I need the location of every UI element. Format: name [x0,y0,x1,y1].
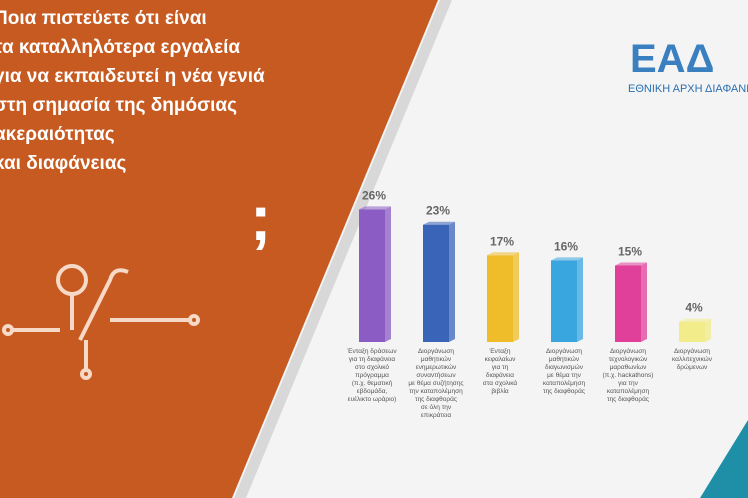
value-label: 26% [362,188,386,202]
bar [615,265,641,342]
value-label: 17% [490,234,514,248]
category-label: Διοργάνωση τεχνολογικών μαραθωνίων (π.χ.… [602,348,654,403]
bar-side [449,221,455,342]
bar [487,255,513,342]
bar-top [679,318,711,322]
question-line: στη σημασία της δημόσιας [0,95,237,116]
question-line: ακεραιότητας [0,124,115,145]
category-label: Ένταξη κεφαλαίων για τη διαφάνεια στα σχ… [482,348,518,395]
bar-side [641,262,647,342]
question-line: τα καταλληλότερα εργαλεία [0,37,241,58]
bar-side [513,252,519,342]
bar [679,321,705,342]
value-label: 16% [554,239,578,253]
bar-top [551,257,583,261]
bar-side [705,318,711,342]
value-label: 23% [426,204,450,218]
value-label: 15% [618,245,642,259]
category-label: Διοργάνωση καλλιτεχνικών δρώμενων [672,348,712,371]
question-mark: ; [250,182,271,254]
bar [359,209,385,342]
organization: ΕΘΝΙΚΗ ΑΡΧΗ ΔΙΑΦΑΝΕΙΑΣ [628,83,748,95]
bar-top [487,252,519,256]
orange-panel [0,0,438,498]
divider [234,0,452,498]
category-label: Διοργάνωση μαθητικών διαγωνισμών με θέμα… [542,348,586,395]
bar-side [385,206,391,342]
question-line: Ποια πιστεύετε ότι είναι [0,8,207,29]
logo: ΕΑΔ [630,37,714,81]
question-line: για να εκπαιδευτεί η νέα γενιά [0,66,265,87]
category-label: Ένταξη δράσεων για τη διαφάνεια στο σχολ… [347,348,397,403]
bar-top [423,221,455,225]
value-label: 4% [685,301,703,315]
bar-top [359,206,391,210]
corner-shape [700,420,748,498]
tools-icon [2,264,200,380]
question-line: και διαφάνειας [0,153,127,174]
bar-top [615,262,647,266]
bar-side [577,257,583,342]
category-label: Διοργάνωση μαθητικών ενημερωτικών συναντ… [408,348,464,419]
bar [423,224,449,342]
bar [551,260,577,342]
